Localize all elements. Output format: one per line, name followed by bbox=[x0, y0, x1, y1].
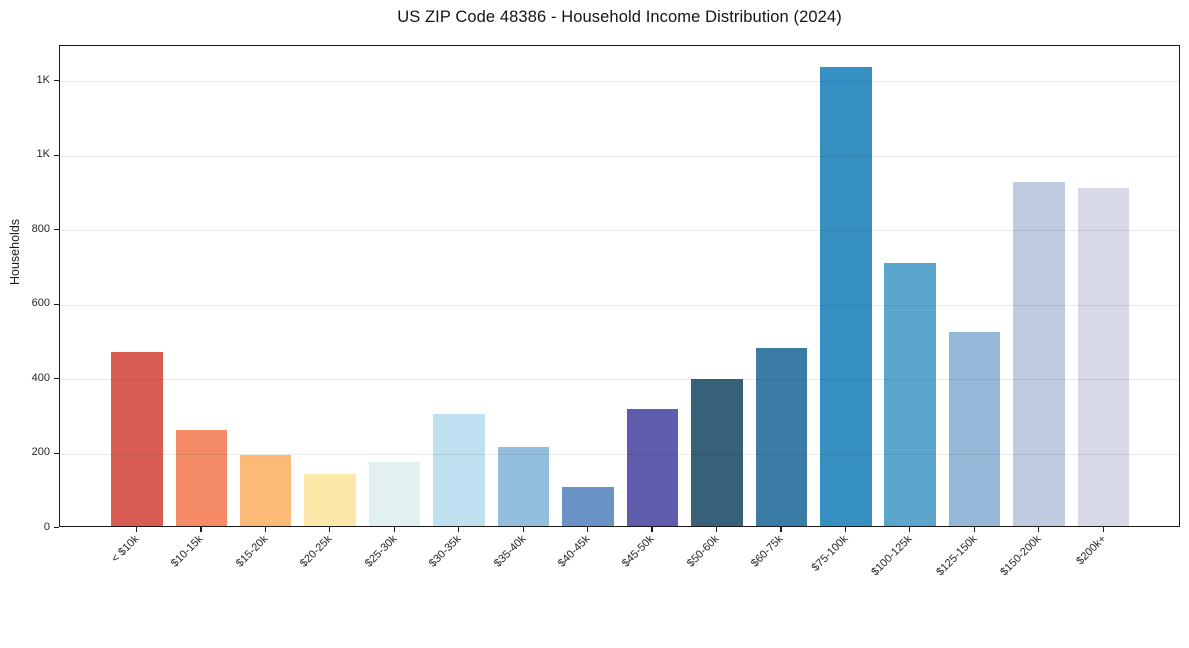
x-tick-mark bbox=[909, 527, 911, 532]
y-tick-mark bbox=[54, 229, 59, 231]
bar-2 bbox=[175, 429, 227, 526]
x-tick-mark bbox=[844, 527, 847, 532]
x-tick-label: $75-100k bbox=[809, 533, 851, 574]
x-tick-mark bbox=[458, 527, 460, 532]
bar-10 bbox=[691, 378, 743, 526]
bar-15 bbox=[1013, 181, 1065, 526]
y-tick-label: 600 bbox=[31, 297, 50, 309]
bar-4 bbox=[304, 473, 356, 526]
x-tick-label: $20-25k bbox=[298, 533, 335, 570]
y-tick-mark bbox=[54, 303, 59, 305]
x-tick-mark bbox=[1102, 527, 1104, 532]
x-tick-mark bbox=[135, 527, 138, 532]
gridline bbox=[60, 155, 1179, 157]
x-tick-label: $25-30k bbox=[362, 533, 400, 570]
bar-16 bbox=[1077, 188, 1130, 526]
x-tick-label: $60-75k bbox=[749, 533, 786, 570]
bar-7 bbox=[497, 447, 550, 526]
x-tick-mark bbox=[715, 527, 718, 532]
x-tick-label: $40-45k bbox=[555, 533, 593, 570]
bar-11 bbox=[755, 348, 808, 526]
x-tick-mark bbox=[264, 527, 266, 532]
y-tick-label: 0 bbox=[43, 520, 50, 533]
bar-3 bbox=[239, 454, 292, 526]
x-tick-mark bbox=[522, 527, 524, 532]
x-tick-mark bbox=[329, 527, 331, 532]
x-tick-mark bbox=[393, 527, 395, 532]
x-tick-label: $50-60k bbox=[684, 533, 722, 570]
x-tick-label: < $10k bbox=[109, 533, 142, 566]
x-tick-label: $30-35k bbox=[426, 533, 464, 570]
chart-title: US ZIP Code 48386 - Household Income Dis… bbox=[397, 8, 842, 26]
y-tick-label: 800 bbox=[31, 222, 50, 235]
bar-12 bbox=[820, 67, 872, 526]
x-tick-mark bbox=[200, 527, 202, 532]
x-tick-label: $45-50k bbox=[620, 533, 657, 570]
x-tick-label: $35-40k bbox=[491, 533, 528, 570]
y-tick-mark bbox=[54, 154, 59, 156]
bar-6 bbox=[433, 414, 485, 526]
y-tick-mark bbox=[54, 527, 59, 529]
x-tick-mark bbox=[973, 527, 975, 532]
gridline bbox=[60, 81, 1179, 82]
y-tick-label: 1K bbox=[36, 73, 50, 86]
bar-9 bbox=[626, 409, 679, 526]
x-tick-mark bbox=[1038, 527, 1040, 532]
bar-13 bbox=[884, 263, 936, 526]
y-tick-label: 200 bbox=[31, 446, 50, 458]
y-tick-mark bbox=[54, 452, 59, 454]
plot-area bbox=[59, 45, 1180, 527]
x-tick-mark bbox=[651, 527, 653, 532]
bar-8 bbox=[562, 486, 614, 526]
bar-5 bbox=[368, 461, 421, 526]
gridline bbox=[60, 304, 1179, 306]
gridline bbox=[60, 453, 1179, 455]
x-tick-label: $10-15k bbox=[169, 533, 206, 570]
gridline bbox=[60, 379, 1179, 380]
x-tick-label: $15-20k bbox=[233, 533, 271, 570]
y-tick-mark bbox=[54, 378, 59, 380]
gridline bbox=[60, 230, 1179, 231]
y-tick-label: 1K bbox=[36, 148, 50, 160]
x-tick-mark bbox=[586, 527, 589, 532]
bar-1 bbox=[111, 352, 163, 526]
y-tick-label: 400 bbox=[31, 371, 50, 384]
y-tick-mark bbox=[54, 80, 59, 82]
x-tick-label: $150-200k bbox=[998, 533, 1044, 579]
x-tick-label: $200k+ bbox=[1073, 533, 1109, 568]
x-tick-label: $125-150k bbox=[933, 533, 980, 579]
x-tick-label: $100-125k bbox=[869, 533, 915, 579]
bar-14 bbox=[948, 331, 1001, 526]
x-tick-mark bbox=[780, 527, 782, 532]
household-income-bar-chart: US ZIP Code 48386 - Household Income Dis… bbox=[8, 8, 1180, 578]
